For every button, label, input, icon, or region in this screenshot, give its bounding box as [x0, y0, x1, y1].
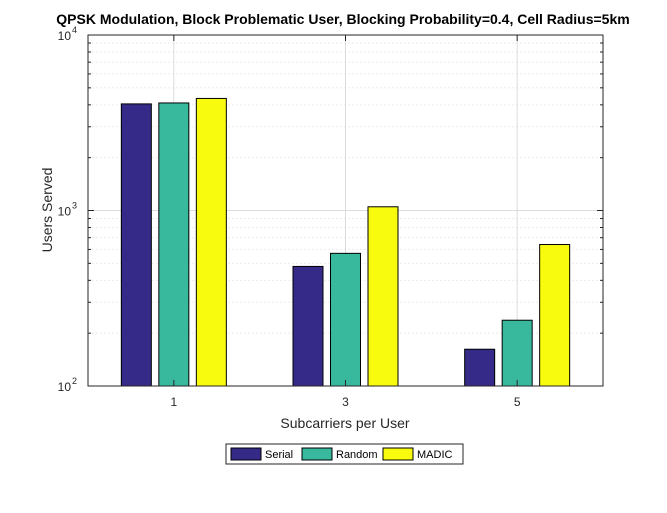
bar-serial-5 — [464, 348, 496, 387]
x-tick-label: 5 — [514, 395, 521, 409]
legend: Serial Random MADIC — [225, 443, 464, 465]
x-tick-label: 1 — [170, 395, 177, 409]
bar-random-5 — [501, 319, 533, 387]
y-tick-exponent: 2 — [72, 376, 77, 386]
bar-random-1 — [158, 102, 190, 387]
y-tick-label: 10 — [58, 205, 72, 219]
legend-label-madic: MADIC — [417, 449, 453, 461]
y-tick-label: 10 — [58, 380, 72, 394]
bar-madic-5 — [539, 244, 571, 387]
legend-swatch-random — [301, 447, 333, 461]
x-tick-label: 3 — [342, 395, 349, 409]
axis-ticks: 10 210 310 41 3 5 — [58, 25, 603, 409]
x-axis-label: Subcarriers per User — [280, 415, 409, 431]
y-tick-label: 10 — [58, 29, 72, 43]
legend-swatch-serial — [230, 447, 262, 461]
legend-label-serial: Serial — [265, 449, 293, 461]
y-tick-exponent: 4 — [72, 25, 77, 35]
legend-swatch-madic — [382, 447, 414, 461]
bar-serial-1 — [120, 103, 152, 387]
legend-label-random: Random — [336, 449, 378, 461]
bar-serial-3 — [292, 265, 324, 387]
y-axis-label: Users Served — [39, 168, 55, 253]
bar-madic-1 — [195, 97, 227, 387]
bars — [120, 97, 571, 387]
bar-madic-3 — [367, 206, 399, 387]
chart-title: QPSK Modulation, Block Problematic User,… — [56, 11, 629, 27]
y-tick-exponent: 3 — [72, 201, 77, 211]
bar-random-3 — [330, 252, 361, 387]
